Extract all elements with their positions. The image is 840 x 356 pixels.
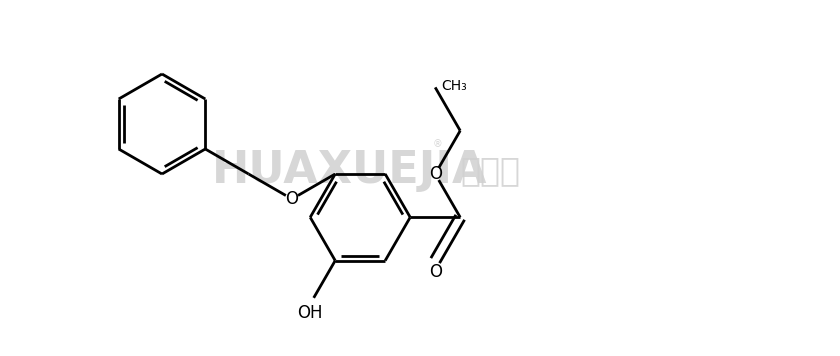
Text: HUAXUEJIA: HUAXUEJIA <box>213 150 488 193</box>
Text: OH: OH <box>297 304 323 322</box>
Text: 化学家: 化学家 <box>460 155 520 188</box>
Text: O: O <box>286 190 298 208</box>
Text: O: O <box>428 165 442 183</box>
Text: ®: ® <box>433 139 443 149</box>
Text: CH₃: CH₃ <box>441 79 467 93</box>
Text: O: O <box>428 263 442 281</box>
